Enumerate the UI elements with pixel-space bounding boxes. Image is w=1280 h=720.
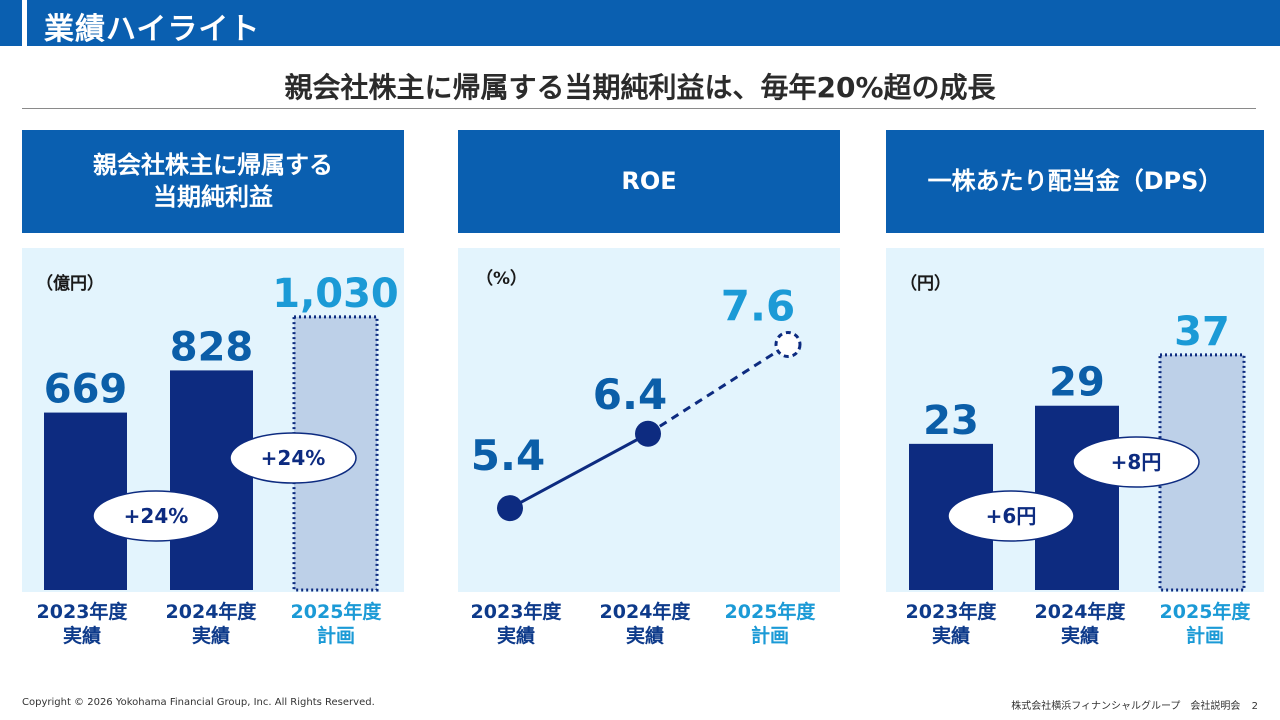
category-label-2023: 2023年度 実績 — [466, 600, 566, 649]
panel-body-roe — [458, 248, 840, 592]
growth-label: +24% — [124, 504, 189, 528]
category-label-2025: 2025年度 計画 — [1155, 600, 1255, 649]
growth-badge — [229, 432, 357, 484]
growth-label: +8円 — [1111, 450, 1162, 474]
panel-title-line2: 当期純利益 — [153, 182, 273, 211]
net-income-chart: （億円） 669 828 1,030 +24% +24% — [36, 271, 399, 592]
panel-title-line1: 親会社株主に帰属する — [93, 151, 333, 180]
category-kind: 実績 — [931, 625, 970, 648]
headline: 親会社株主に帰属する当期純利益は、毎年20%超の成長 — [284, 71, 996, 104]
data-label: 669 — [44, 367, 128, 413]
category-kind: 実績 — [191, 625, 230, 648]
category-year: 2023年度 — [36, 601, 128, 623]
category-year: 2025年度 — [724, 601, 816, 623]
category-year: 2025年度 — [1159, 601, 1251, 623]
category-label-2023: 2023年度 実績 — [901, 600, 1001, 649]
data-point — [635, 420, 661, 447]
unit-label: （億円） — [36, 273, 104, 294]
panel-title-line1: ROE — [621, 166, 677, 195]
category-label-2025: 2025年度 計画 — [720, 600, 820, 649]
page-title: 業績ハイライト — [44, 12, 261, 47]
growth-badge — [1072, 436, 1200, 488]
category-year: 2024年度 — [1034, 601, 1126, 623]
category-label-2024: 2024年度 実績 — [1030, 600, 1130, 649]
header-bar: 業績ハイライト — [0, 0, 1280, 47]
header-accent — [22, 0, 27, 46]
category-kind: 実績 — [625, 625, 664, 648]
data-label: 37 — [1174, 309, 1230, 355]
category-kind: 実績 — [62, 625, 101, 648]
copyright-text: Copyright © 2026 Yokohama Financial Grou… — [22, 697, 375, 708]
panel-header-net-income: 親会社株主に帰属する 当期純利益 — [22, 130, 404, 233]
divider — [22, 108, 1256, 109]
data-label: 1,030 — [272, 271, 399, 317]
data-label: 7.6 — [721, 282, 795, 331]
series-line-plan — [647, 343, 789, 436]
growth-badge — [947, 490, 1075, 542]
category-year: 2023年度 — [470, 601, 562, 623]
data-point-plan — [774, 331, 802, 359]
data-label: 5.4 — [471, 431, 545, 480]
category-year: 2024年度 — [599, 601, 691, 623]
category-label-2023: 2023年度 実績 — [32, 600, 132, 649]
footer-company: 株式会社横浜フィナンシャルグループ 会社説明会 2 — [1011, 697, 1258, 712]
data-label: 29 — [1049, 360, 1105, 406]
footer-company-name: 株式会社横浜フィナンシャルグループ 会社説明会 — [1011, 701, 1241, 712]
category-label-2024: 2024年度 実績 — [161, 600, 261, 649]
panel-title-line1: 一株あたり配当金（DPS） — [927, 166, 1223, 195]
category-kind: 計画 — [316, 625, 355, 648]
data-label: 6.4 — [593, 370, 667, 419]
panel-header-roe: ROE — [458, 130, 840, 233]
category-label-2025: 2025年度 計画 — [286, 600, 386, 649]
category-kind: 計画 — [750, 625, 789, 648]
data-point — [497, 495, 523, 522]
panel-header-dps: 一株あたり配当金（DPS） — [886, 130, 1264, 233]
dps-chart: （円） 23 29 37 +6円 +8円 — [900, 273, 1246, 592]
roe-chart: （%） 5.4 6.4 7.6 — [471, 268, 802, 522]
page-number: 2 — [1251, 701, 1258, 712]
category-year: 2025年度 — [290, 601, 382, 623]
category-year: 2024年度 — [165, 601, 257, 623]
category-label-2024: 2024年度 実績 — [595, 600, 695, 649]
data-label: 23 — [923, 398, 979, 444]
growth-badge — [92, 490, 220, 542]
category-year: 2023年度 — [905, 601, 997, 623]
data-label: 828 — [170, 324, 254, 370]
category-kind: 計画 — [1185, 625, 1224, 648]
category-kind: 実績 — [1060, 625, 1099, 648]
unit-label: （円） — [900, 273, 951, 294]
growth-label: +6円 — [986, 504, 1037, 528]
series-line — [509, 432, 649, 510]
category-kind: 実績 — [496, 625, 535, 648]
unit-label: （%） — [476, 268, 527, 289]
bar — [170, 370, 253, 590]
growth-label: +24% — [261, 446, 326, 470]
